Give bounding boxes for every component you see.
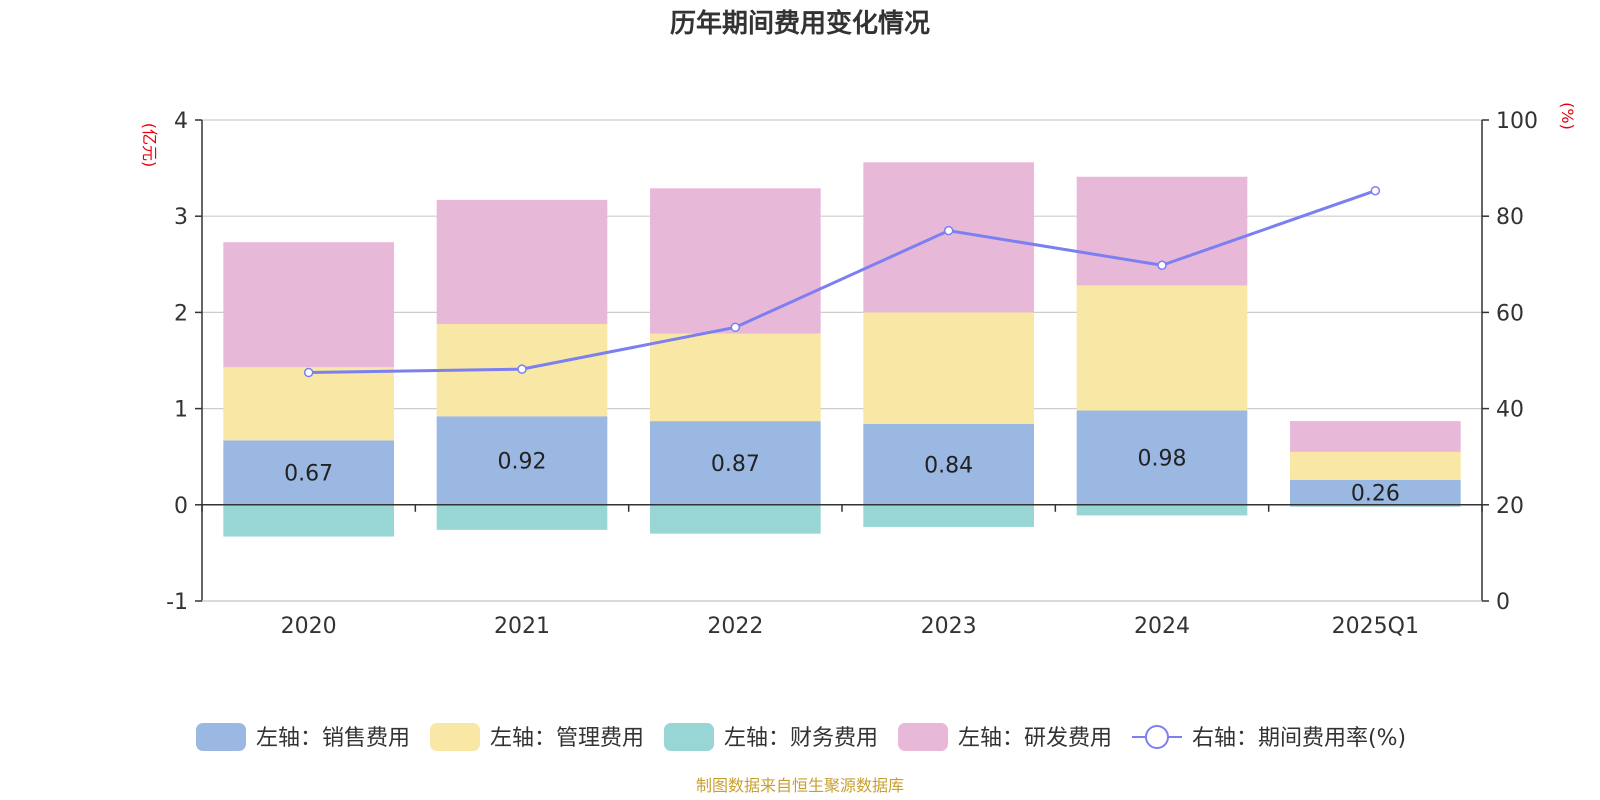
rate-line bbox=[303, 185, 1381, 378]
bar-segment bbox=[223, 242, 394, 368]
legend-swatch-marker bbox=[1145, 725, 1169, 749]
legend-label: 左轴：管理费用 bbox=[490, 726, 644, 751]
right-axis-unit: (%) bbox=[1558, 102, 1577, 130]
bar-segment bbox=[1290, 421, 1461, 452]
data-label: 0.67 bbox=[284, 462, 333, 487]
left-axis-unit: (亿元) bbox=[140, 123, 159, 168]
left-axis-tick-label: 0 bbox=[174, 494, 188, 519]
right-axis-tick-label: 20 bbox=[1496, 494, 1524, 519]
x-axis-tick-label: 2023 bbox=[921, 614, 977, 639]
x-axis-tick-label: 2022 bbox=[707, 614, 763, 639]
bar-segment bbox=[650, 188, 821, 334]
bar-segment bbox=[650, 421, 821, 505]
data-label: 0.92 bbox=[498, 450, 547, 475]
rate-line-point bbox=[730, 322, 741, 333]
bar-segment bbox=[436, 416, 608, 505]
bar-segment bbox=[1290, 451, 1461, 480]
rate-line-point bbox=[1370, 185, 1381, 196]
rate-line-point bbox=[303, 367, 314, 378]
bar-segment bbox=[223, 440, 394, 505]
right-axis-tick-label: 40 bbox=[1496, 398, 1524, 423]
right-axis-tick-label: 100 bbox=[1496, 109, 1538, 134]
x-axis-tick-label: 2024 bbox=[1134, 614, 1190, 639]
data-label: 0.84 bbox=[924, 453, 973, 478]
bar-segment bbox=[223, 367, 394, 441]
left-axis-tick-label: 1 bbox=[174, 398, 188, 423]
bar-segment bbox=[863, 162, 1034, 313]
left-axis-tick-label: 2 bbox=[174, 301, 188, 326]
x-axis-tick-label: 2021 bbox=[494, 614, 550, 639]
rate-line-point bbox=[1157, 260, 1167, 271]
data-label: 0.87 bbox=[711, 452, 760, 477]
bar-segment bbox=[650, 504, 821, 534]
bar-segment bbox=[1076, 410, 1248, 505]
legend-swatch bbox=[196, 723, 246, 751]
right-axis-tick-label: 60 bbox=[1496, 301, 1524, 326]
left-axis-tick-label: -1 bbox=[166, 590, 188, 615]
bar-segment bbox=[863, 312, 1034, 424]
bar-segment bbox=[650, 333, 821, 422]
legend-label: 左轴：销售费用 bbox=[256, 726, 410, 751]
bars bbox=[223, 162, 1461, 537]
legend-label: 左轴：研发费用 bbox=[958, 726, 1112, 751]
legend-swatch bbox=[430, 723, 480, 751]
bar-segment bbox=[1076, 285, 1248, 411]
bar-segment bbox=[436, 199, 608, 324]
rate-line-point bbox=[517, 364, 527, 374]
source-note: 制图数据来自恒生聚源数据库 bbox=[696, 776, 904, 795]
left-axis-tick-label: 3 bbox=[174, 205, 188, 230]
left-axis-tick-label: 4 bbox=[174, 109, 188, 134]
rate-line-point bbox=[943, 225, 954, 236]
bar-segment bbox=[863, 504, 1034, 527]
bar-segment bbox=[1076, 504, 1248, 516]
rate-line-path bbox=[308, 189, 1376, 375]
bar-segment bbox=[436, 504, 608, 530]
right-axis-tick-label: 80 bbox=[1496, 205, 1524, 230]
bar-segment bbox=[223, 504, 394, 537]
legend: 左轴：销售费用 左轴：管理费用 左轴：财务费用 左轴：研发费用 右轴：期间费用率(%) bbox=[196, 723, 1406, 751]
chart-title: 历年期间费用变化情况 bbox=[670, 8, 930, 39]
right-axis-tick-label: 0 bbox=[1496, 590, 1510, 615]
bar-segment bbox=[1290, 504, 1461, 507]
x-axis-tick-label: 2025Q1 bbox=[1332, 614, 1419, 639]
data-labels: 0.67 0.92 0.87 0.84 0.98 0.26 bbox=[284, 447, 1400, 507]
data-label: 0.26 bbox=[1351, 481, 1400, 506]
bar-segment bbox=[863, 423, 1034, 505]
x-axis-tick-label: 2020 bbox=[281, 614, 337, 639]
legend-label: 左轴：财务费用 bbox=[724, 726, 878, 751]
data-label: 0.98 bbox=[1138, 447, 1187, 472]
legend-label: 右轴：期间费用率(%) bbox=[1192, 726, 1406, 751]
bar-segment bbox=[1290, 479, 1461, 505]
legend-swatch bbox=[898, 723, 948, 751]
legend-swatch bbox=[664, 723, 714, 751]
